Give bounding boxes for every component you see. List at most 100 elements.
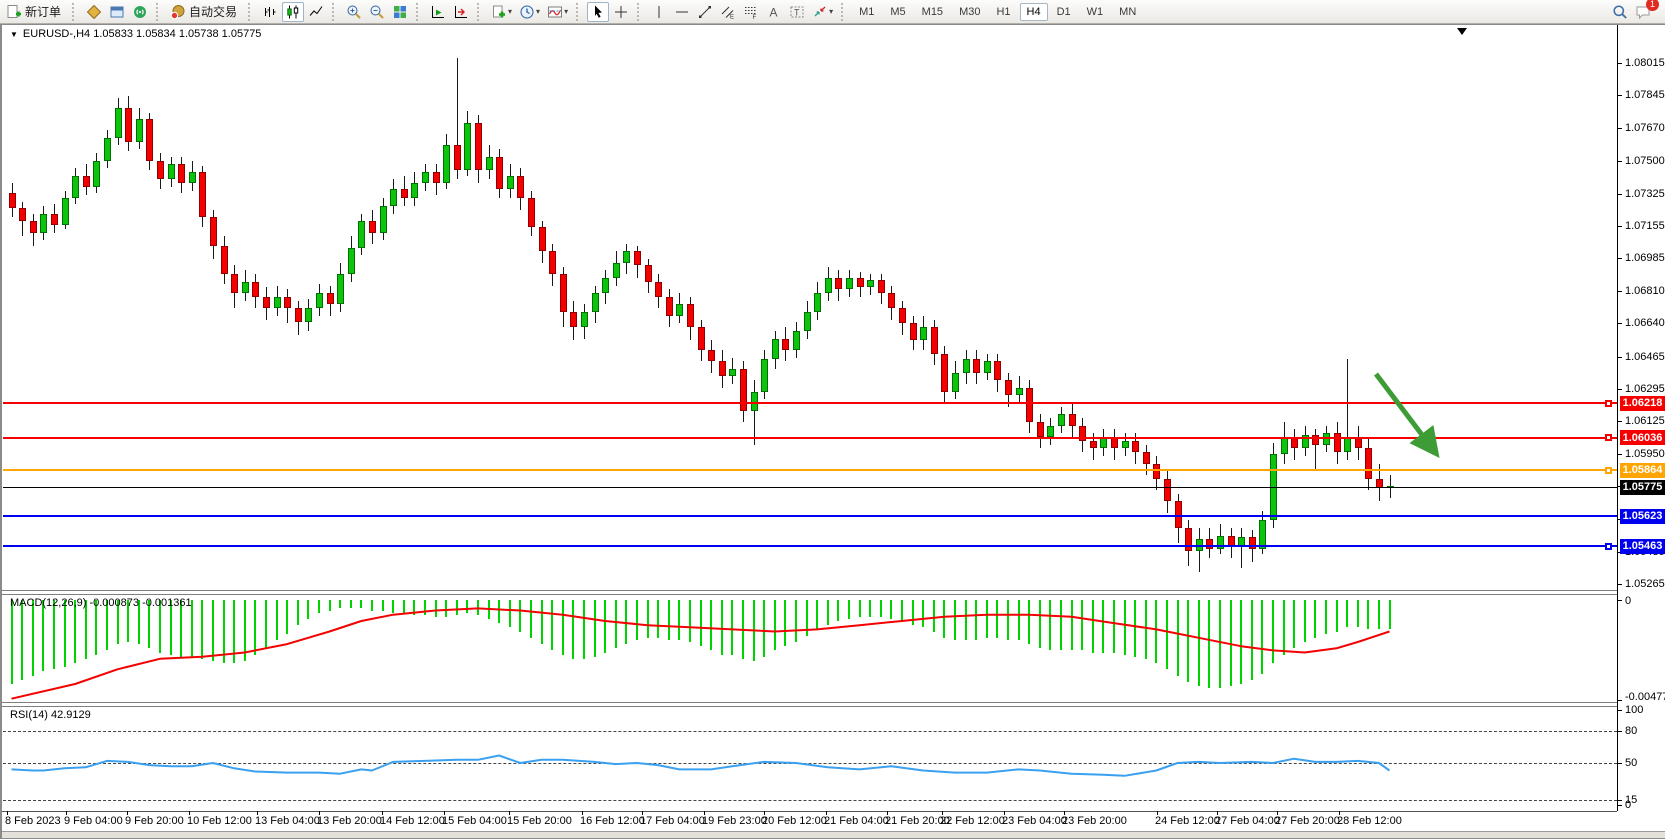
macd-bar	[1102, 600, 1105, 653]
candle	[771, 338, 779, 360]
toolbar-separator	[416, 2, 422, 21]
autotrading-button[interactable]: 自动交易	[167, 2, 243, 22]
arrows-button[interactable]: ▾	[809, 2, 836, 22]
trendline-button[interactable]	[694, 2, 716, 22]
price-line-label: 1.05864	[1620, 462, 1665, 478]
time-tick	[1064, 811, 1065, 815]
macd-bar	[635, 600, 638, 640]
rsi-axis-label: 0	[1625, 799, 1632, 811]
line-handle[interactable]	[1605, 466, 1612, 474]
market-watch-button[interactable]	[83, 2, 105, 22]
macd-bar	[1165, 600, 1168, 670]
price-axis-line	[1617, 25, 1618, 811]
macd-bar	[317, 600, 320, 613]
notification-badge: 1	[1646, 0, 1659, 11]
macd-bar	[879, 600, 882, 617]
timeframe-D1[interactable]: D1	[1056, 5, 1071, 18]
macd-bar	[1229, 600, 1232, 687]
time-label: 15 Feb 20:00	[507, 815, 572, 827]
equidistant-channel-button[interactable]: E	[717, 2, 739, 22]
navigator-button[interactable]	[106, 2, 128, 22]
candle	[761, 359, 769, 392]
indicators-button[interactable]: ▾	[544, 2, 571, 22]
time-label: 21 Feb 04:00	[824, 815, 889, 827]
new-chart-button[interactable]: ▾	[488, 2, 515, 22]
tile-windows-button[interactable]	[389, 2, 411, 22]
line-handle[interactable]	[1605, 542, 1612, 550]
macd-bar	[900, 600, 903, 621]
fibonacci-button[interactable]: F	[740, 2, 762, 22]
candle	[1015, 387, 1023, 396]
notifications-button[interactable]: 1	[1632, 0, 1659, 22]
price-line-label: 1.05775	[1620, 479, 1665, 495]
new-order-button[interactable]: 新订单	[3, 2, 67, 22]
cursor-button[interactable]	[587, 1, 610, 22]
bar-chart-button[interactable]	[259, 2, 281, 22]
candle	[1344, 437, 1352, 453]
chart-canvas[interactable]: ▼ EURUSD-,H4 1.05833 1.05834 1.05738 1.05…	[0, 24, 1665, 839]
auto-scroll-button[interactable]	[427, 2, 449, 22]
zoom-out-button[interactable]	[366, 2, 388, 22]
price-tick	[1617, 583, 1622, 585]
clock-icon	[520, 5, 534, 18]
line-handle[interactable]	[1605, 434, 1612, 442]
line-handle[interactable]	[1605, 399, 1612, 407]
timeframe-H1[interactable]: H1	[996, 5, 1011, 18]
candle	[8, 192, 16, 208]
macd-bar	[498, 600, 501, 624]
macd-pane-splitter[interactable]	[2, 590, 1617, 595]
macd-bar	[1282, 600, 1285, 655]
chart-shift-button[interactable]	[450, 2, 472, 22]
candle	[146, 118, 154, 161]
price-tick-label: 1.06465	[1625, 350, 1665, 363]
macd-bar	[1155, 600, 1158, 663]
time-label: 23 Feb 04:00	[1002, 815, 1067, 827]
vertical-line-button[interactable]	[648, 2, 670, 22]
price-tick	[1617, 323, 1622, 325]
timeframe-W1[interactable]: W1	[1086, 5, 1104, 18]
timeframe-H4[interactable]: H4	[1019, 2, 1048, 21]
timeframe-M30[interactable]: M30	[959, 5, 981, 18]
macd-bar	[307, 600, 310, 619]
text-button[interactable]: A	[763, 2, 785, 22]
time-tick	[704, 811, 705, 815]
line-chart-button[interactable]	[305, 2, 327, 22]
time-tick	[942, 811, 943, 815]
candlestick-chart-button[interactable]	[282, 1, 305, 22]
candle-wick	[456, 58, 458, 180]
timeframe-M5[interactable]: M5	[890, 5, 906, 18]
candle	[559, 274, 567, 313]
timeframe-MN[interactable]: MN	[1119, 5, 1137, 18]
timeframe-M1[interactable]: M1	[859, 5, 875, 18]
horizontal-line-object[interactable]	[3, 436, 1617, 439]
timeframe-M15[interactable]: M15	[921, 5, 944, 18]
horizontal-line-object[interactable]	[3, 515, 1617, 518]
zoom-in-button[interactable]	[343, 2, 365, 22]
horizontal-line-object[interactable]	[3, 486, 1617, 488]
macd-bar	[1006, 600, 1009, 640]
candle	[1089, 440, 1097, 449]
toolbar-separator	[841, 2, 847, 21]
candle	[178, 164, 186, 184]
text-label-button[interactable]: T	[786, 2, 808, 22]
new-chart-icon	[493, 5, 506, 17]
horizontal-line-object[interactable]	[3, 402, 1617, 405]
rsi-pane-splitter[interactable]	[2, 702, 1617, 707]
candle	[135, 118, 143, 142]
arrow-annotation[interactable]	[1374, 372, 1440, 458]
horizontal-line-object[interactable]	[3, 545, 1617, 548]
terminal-button[interactable]	[129, 2, 151, 22]
candle	[167, 164, 175, 180]
search-button[interactable]	[1609, 2, 1631, 22]
time-label: 28 Feb 12:00	[1337, 815, 1402, 827]
candle	[814, 293, 822, 313]
candle	[835, 277, 843, 290]
period-button[interactable]: ▾	[516, 2, 543, 22]
candle	[718, 361, 726, 377]
candle-wick	[1315, 429, 1317, 472]
horizontal-line-button[interactable]	[671, 2, 693, 22]
horizontal-line-icon	[676, 11, 689, 12]
horizontal-line-object[interactable]	[3, 469, 1617, 472]
macd-bar	[985, 600, 988, 638]
crosshair-button[interactable]	[610, 2, 632, 22]
